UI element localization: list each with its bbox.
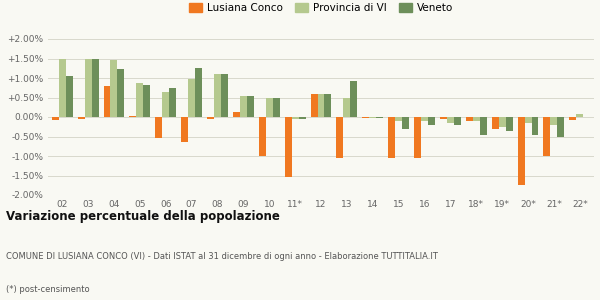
Bar (325, 94, 331, 117)
Bar (221, 74, 228, 117)
Bar (214, 74, 221, 117)
Bar (247, 95, 254, 117)
Bar (491, 117, 499, 129)
Bar (77, 117, 85, 119)
Bar (273, 98, 280, 117)
Bar (136, 83, 143, 117)
Bar (369, 117, 376, 118)
Bar (104, 86, 110, 117)
Bar (169, 88, 176, 117)
Bar (155, 117, 162, 138)
Bar (92, 58, 98, 117)
Bar (480, 117, 487, 134)
Bar (66, 76, 73, 117)
Bar (473, 117, 480, 121)
Bar (162, 92, 169, 117)
Text: COMUNE DI LUSIANA CONCO (VI) - Dati ISTAT al 31 dicembre di ogni anno - Elaboraz: COMUNE DI LUSIANA CONCO (VI) - Dati ISTA… (6, 252, 438, 261)
Legend: Lusiana Conco, Provincia di VI, Veneto: Lusiana Conco, Provincia di VI, Veneto (187, 1, 455, 15)
Bar (532, 117, 538, 134)
Bar (292, 117, 299, 119)
Bar (240, 95, 247, 117)
Bar (499, 117, 506, 127)
Bar (550, 117, 557, 125)
Bar (266, 98, 273, 117)
Bar (299, 117, 305, 119)
Bar (284, 117, 292, 177)
Bar (311, 94, 317, 117)
Bar (440, 117, 447, 119)
Bar (188, 79, 195, 117)
Bar (557, 117, 565, 136)
Bar (259, 117, 266, 156)
Bar (181, 117, 188, 142)
Bar (207, 117, 214, 119)
Bar (118, 69, 124, 117)
Bar (447, 117, 454, 123)
Bar (130, 116, 136, 117)
Bar (85, 58, 92, 117)
Bar (376, 117, 383, 118)
Bar (233, 112, 240, 117)
Bar (518, 117, 524, 185)
Bar (576, 114, 583, 117)
Bar (195, 68, 202, 117)
Bar (317, 94, 325, 117)
Bar (110, 60, 118, 117)
Bar (414, 117, 421, 158)
Bar (428, 117, 435, 125)
Bar (466, 117, 473, 121)
Bar (59, 58, 66, 117)
Bar (350, 81, 358, 117)
Bar (395, 117, 402, 121)
Bar (454, 117, 461, 125)
Bar (362, 117, 369, 118)
Bar (524, 117, 532, 123)
Bar (402, 117, 409, 129)
Bar (343, 98, 350, 117)
Bar (421, 117, 428, 121)
Bar (143, 85, 151, 117)
Bar (388, 117, 395, 158)
Bar (569, 117, 576, 120)
Text: (*) post-censimento: (*) post-censimento (6, 285, 89, 294)
Bar (337, 117, 343, 158)
Bar (52, 117, 59, 120)
Bar (506, 117, 512, 131)
Bar (544, 117, 550, 156)
Text: Variazione percentuale della popolazione: Variazione percentuale della popolazione (6, 210, 280, 223)
